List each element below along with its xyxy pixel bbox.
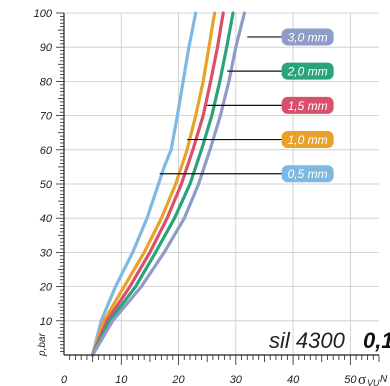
y-tick-label: 30 — [40, 247, 53, 259]
y-tick-label: 90 — [40, 42, 53, 54]
series-line — [91, 11, 246, 357]
series-layer — [91, 11, 246, 357]
series-line — [91, 11, 217, 357]
y-tick-label: 20 — [39, 282, 53, 294]
y-tick-label: 70 — [40, 111, 53, 123]
series-line — [91, 11, 235, 357]
x-tick-label: 20 — [171, 374, 185, 386]
y-axis-label: p,bar — [37, 333, 48, 357]
legend-pill — [281, 62, 334, 80]
x-axis-label-unit: N — [380, 374, 388, 385]
x-axis-label-subscript: VU — [367, 378, 380, 386]
x-tick-label: 50 — [344, 374, 357, 386]
annotation-material: sil 4300 — [269, 328, 346, 353]
y-tick-label: 60 — [40, 145, 53, 157]
x-tick-label: 30 — [230, 374, 243, 386]
legend-label: 1,0 mm — [288, 133, 328, 147]
legend-pill — [281, 165, 334, 183]
grid — [64, 12, 379, 355]
x-axis-label: σ VU N — [358, 372, 388, 386]
legend-label: 3,0 mm — [288, 30, 328, 44]
x-axis-label-symbol: σ — [358, 372, 366, 386]
y-tick-label: 80 — [40, 76, 53, 88]
x-tick-label: 0 — [61, 374, 68, 386]
legend: 3,0 mm 2,0 mm 1,5 mm 1,0 mm 0,5 mm — [281, 28, 334, 183]
y-tick-label: 10 — [40, 316, 53, 328]
series-line — [91, 11, 198, 357]
annotation: sil 4300 0,1 — [269, 328, 390, 353]
series-line — [91, 11, 225, 357]
axes: 10 20 30 40 50 60 70 80 90 100 0 10 20 30 40 50 — [34, 8, 380, 386]
y-tick-label: 100 — [34, 8, 53, 20]
legend-pill — [281, 131, 334, 149]
legend-label: 0,5 mm — [288, 167, 328, 181]
y-tick-label: 40 — [40, 213, 53, 225]
legend-pill — [281, 96, 334, 114]
legend-leaders — [159, 36, 282, 175]
legend-label: 1,5 mm — [288, 99, 328, 113]
x-tick-label: 10 — [115, 374, 128, 386]
legend-label: 2,0 mm — [287, 65, 328, 79]
legend-pill — [281, 28, 334, 46]
y-tick-label: 50 — [40, 179, 53, 191]
x-tick-label: 40 — [287, 374, 300, 386]
annotation-thickness: 0,1 — [363, 328, 390, 353]
